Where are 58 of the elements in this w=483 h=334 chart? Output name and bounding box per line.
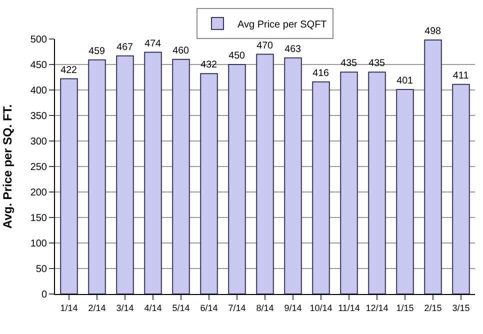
x-tick-label: 6/14	[200, 302, 218, 313]
bar	[368, 72, 386, 294]
bar	[284, 57, 302, 294]
data-label: 474	[144, 38, 162, 50]
data-label: 411	[452, 70, 470, 82]
x-tick-label: 12/14	[366, 302, 388, 313]
data-label: 432	[200, 60, 217, 71]
x-tick-label: 4/14	[144, 302, 162, 313]
data-label: 435	[368, 58, 386, 70]
bar	[116, 55, 134, 294]
x-tick-label: 3/14	[116, 302, 134, 313]
data-label: 450	[228, 50, 246, 62]
x-tick-label: 7/14	[228, 302, 246, 313]
data-label: 463	[284, 44, 302, 55]
bar	[172, 58, 190, 294]
y-tick-label: 200	[30, 188, 48, 198]
bar	[228, 64, 246, 294]
data-label: 498	[424, 26, 442, 38]
legend-label: Avg Price per SQFT	[238, 19, 327, 30]
y-tick-label: 300	[30, 136, 48, 148]
x-tick-label: 11/14	[338, 302, 360, 313]
bar	[60, 78, 78, 294]
data-label: 459	[88, 46, 105, 57]
y-tick-label: 50	[36, 264, 48, 275]
bar	[424, 40, 442, 294]
data-label: 435	[340, 58, 358, 70]
data-label: 467	[116, 42, 133, 53]
x-tick-label: 1/14	[60, 302, 78, 313]
y-tick-label: 100	[30, 238, 48, 250]
bar	[88, 59, 106, 294]
x-tick-label: 5/14	[172, 302, 190, 313]
bar	[312, 81, 330, 294]
y-tick-label: 500	[30, 34, 48, 46]
bar	[340, 72, 358, 294]
data-label: 401	[396, 76, 413, 87]
data-label: 470	[256, 40, 274, 52]
x-tick-label: 1/15	[396, 302, 414, 313]
y-axis-title: Avg. Price per SQ. FT.	[0, 104, 15, 229]
bar	[200, 73, 218, 294]
data-label: 422	[60, 64, 77, 76]
data-label: 416	[312, 68, 330, 79]
y-tick-label: 0	[41, 290, 48, 300]
y-tick-label: 350	[30, 111, 48, 122]
x-tick-label: 2/14	[88, 302, 106, 313]
data-label: 460	[172, 45, 190, 56]
bar	[144, 52, 162, 294]
x-tick-label: 3/15	[452, 302, 470, 313]
y-tick-label: 400	[30, 86, 48, 96]
x-tick-label: 9/14	[284, 302, 302, 313]
y-tick-label: 150	[30, 213, 48, 224]
bar	[256, 54, 274, 294]
bar	[452, 84, 470, 294]
bar	[396, 88, 414, 294]
x-tick-label: 2/15	[424, 302, 442, 313]
x-tick-label: 10/14	[310, 302, 332, 313]
y-tick-label: 250	[30, 162, 48, 173]
x-tick-label: 8/14	[256, 302, 274, 313]
y-tick-label: 450	[30, 60, 48, 71]
